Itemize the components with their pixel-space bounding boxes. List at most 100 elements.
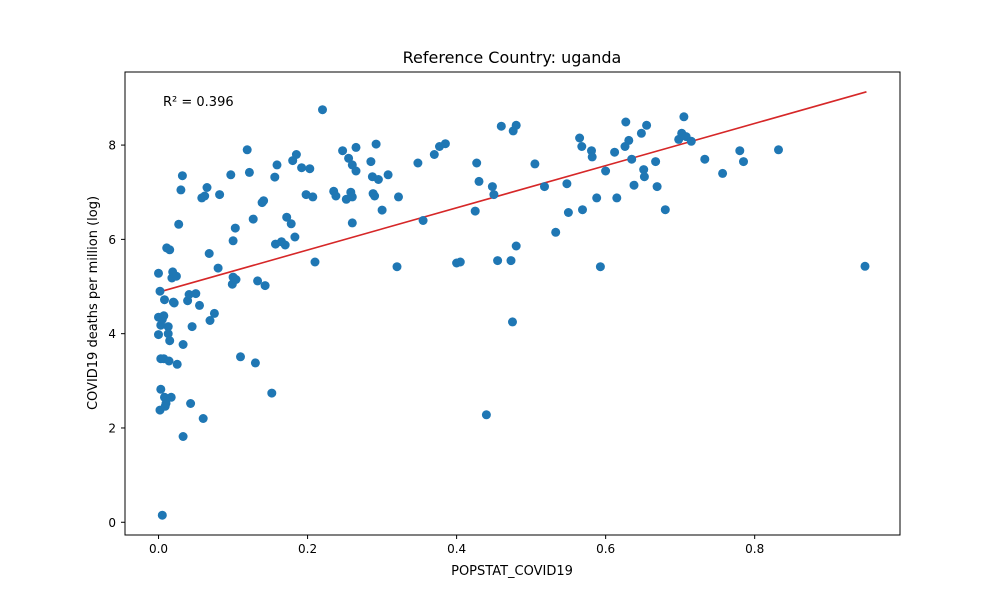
scatter-point — [739, 157, 748, 167]
scatter-point — [493, 256, 503, 266]
regression-line-layer — [158, 91, 867, 293]
scatter-point — [157, 510, 167, 520]
points-layer — [154, 105, 870, 520]
scatter-point — [230, 223, 240, 233]
scatter-point — [154, 330, 163, 340]
scatter-point — [774, 145, 783, 155]
scatter-point — [308, 192, 318, 202]
scatter-point — [595, 262, 605, 272]
scatter-point — [171, 271, 181, 281]
scatter-point — [587, 152, 597, 162]
plot-frame — [124, 71, 901, 536]
scatter-point — [204, 249, 214, 258]
scatter-point — [195, 300, 204, 310]
scatter-point — [198, 414, 208, 423]
scatter-point — [440, 139, 450, 149]
scatter-point — [236, 352, 245, 362]
scatter-point — [679, 112, 689, 122]
scatter-point — [612, 193, 622, 203]
scatter-point — [184, 290, 194, 299]
scatter-point — [174, 219, 184, 229]
scatter-point — [627, 154, 637, 164]
scatter-point — [282, 212, 292, 222]
scatter-point — [191, 289, 201, 299]
scatter-point — [164, 356, 174, 366]
scatter-point — [563, 208, 573, 217]
scatter-point — [530, 159, 540, 169]
scatter-point — [248, 214, 258, 224]
scatter-point — [860, 261, 870, 271]
scatter-point — [155, 286, 165, 296]
scatter-point — [487, 182, 497, 192]
scatter-point — [165, 336, 175, 346]
scatter-point — [392, 262, 402, 272]
scatter-point — [178, 432, 188, 441]
scatter-point — [169, 298, 179, 308]
scatter-point — [394, 192, 403, 202]
scatter-point — [686, 136, 696, 146]
x-tick-label: 0.4 — [447, 542, 466, 556]
scatter-point — [540, 182, 549, 192]
scatter-point — [200, 191, 210, 201]
scatter-point — [610, 147, 620, 157]
scatter-point — [165, 245, 175, 255]
y-tick-label: 8 — [108, 139, 116, 153]
scatter-point — [226, 170, 236, 180]
scatter-point — [291, 150, 301, 159]
scatter-point — [310, 257, 320, 267]
scatter-point — [639, 165, 649, 175]
scatter-point — [244, 167, 254, 177]
scatter-point — [370, 191, 380, 201]
scatter-point — [344, 153, 354, 163]
scatter-point — [209, 308, 219, 318]
scatter-point — [166, 392, 176, 402]
scatter-point — [272, 160, 282, 170]
scatter-point — [351, 142, 361, 152]
scatter-point — [429, 150, 439, 159]
x-tick-label: 0.6 — [596, 542, 615, 556]
scatter-point — [163, 329, 173, 339]
scatter-point — [511, 241, 521, 251]
scatter-point — [506, 256, 516, 266]
scatter-point — [496, 121, 506, 131]
scatter-point — [159, 311, 169, 321]
scatter-point — [267, 388, 277, 398]
scatter-point — [636, 128, 646, 138]
scatter-point — [551, 227, 561, 237]
scatter-point — [639, 172, 649, 182]
scatter-point — [474, 176, 484, 186]
scatter-point — [253, 276, 263, 286]
scatter-point — [624, 135, 634, 145]
r-squared-annotation: R² = 0.396 — [163, 95, 234, 110]
y-tick-label: 2 — [108, 421, 116, 435]
scatter-point — [242, 145, 252, 155]
scatter-point — [621, 117, 631, 127]
scatter-point — [331, 191, 341, 201]
scatter-point — [601, 166, 611, 176]
scatter-point — [455, 257, 465, 267]
scatter-point — [351, 166, 361, 176]
scatter-point — [270, 172, 280, 182]
scatter-point — [735, 146, 745, 156]
scatter-point — [297, 163, 307, 173]
scatter-point — [642, 120, 652, 130]
y-axis-label: COVID19 deaths per million (log) — [86, 196, 101, 410]
x-tick-label: 0.8 — [745, 542, 764, 556]
scatter-point — [156, 384, 166, 394]
scatter-point — [592, 193, 602, 203]
scatter-point — [259, 196, 269, 206]
scatter-point — [290, 232, 300, 242]
y-tick-label: 6 — [108, 233, 116, 247]
scatter-point — [629, 180, 639, 190]
x-axis-ticks: 0.0 0.2 0.4 0.6 0.8 — [149, 535, 764, 556]
scatter-point — [213, 263, 223, 273]
scatter-point — [562, 179, 572, 189]
chart-title: Reference Country: uganda — [403, 48, 622, 67]
scatter-point — [202, 183, 212, 192]
scatter-point — [373, 175, 383, 184]
scatter-point — [177, 171, 187, 181]
x-tick-label: 0.2 — [298, 542, 317, 556]
scatter-point — [228, 236, 238, 246]
scatter-point — [280, 240, 290, 250]
